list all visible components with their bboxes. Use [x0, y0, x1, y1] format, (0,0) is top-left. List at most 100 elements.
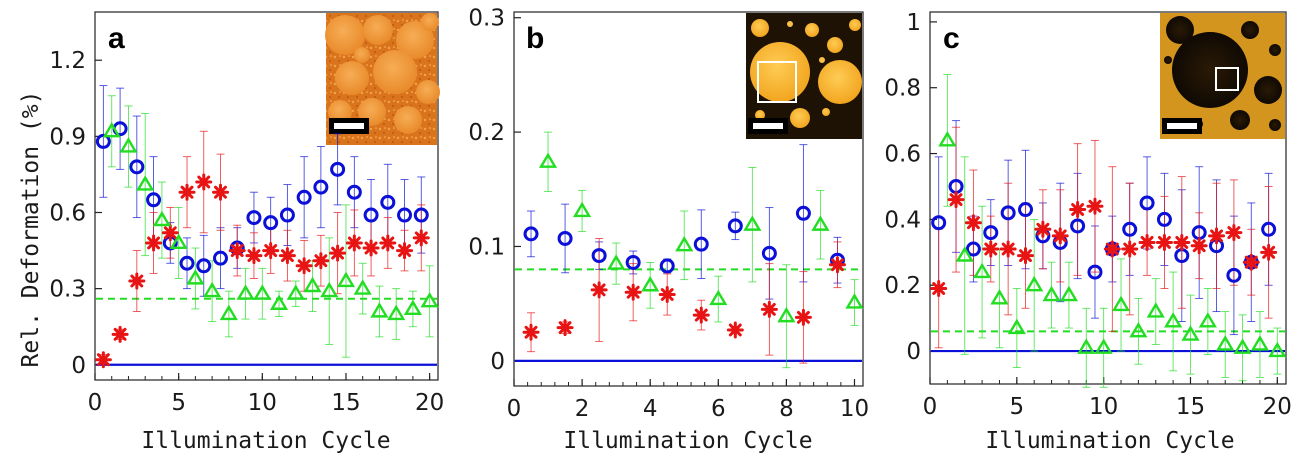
panel-b-y-tick-label: 0.3: [468, 6, 505, 32]
panel-b-blue-circle-point: [761, 245, 777, 261]
panel-a-green-triangle-point: [286, 284, 305, 300]
panel-c-blue-circle-point: [965, 241, 981, 257]
panel-a-x-tick-label: 15: [331, 390, 360, 416]
panel-a-red-asterisk-point: [278, 247, 296, 265]
panel-b-y-tick-label: 0: [490, 349, 505, 375]
panel-b-blue-circle-point: [625, 254, 641, 270]
panel-c-red-asterisk-point: [1017, 247, 1035, 265]
panel-a-y-tick-label: 0.9: [49, 124, 86, 150]
panel-a-y-tick-label: 1.2: [49, 48, 86, 74]
panel-b-red-asterisk-point: [726, 321, 744, 339]
panel-a-green-triangle-point: [203, 281, 222, 298]
panel-a-red-asterisk-point: [195, 173, 213, 191]
panel-a-blue-circle-point: [212, 250, 228, 266]
panel-a-green-triangle-point: [387, 304, 406, 321]
panel-a-blue-circle-point: [346, 184, 362, 200]
panel-a: a Illumination Cycle: [94, 11, 440, 454]
panel-c-y-tick-label: 0.4: [884, 207, 921, 233]
panel-a-green-triangle-point: [320, 281, 339, 298]
panel-c-red-asterisk-point: [1103, 240, 1121, 258]
y-axis-label: Rel. Deformation (%): [18, 91, 44, 368]
panel-c-green-triangle-point: [1233, 338, 1252, 354]
panel-a-red-asterisk-point: [396, 242, 414, 260]
panel-a-green-triangle-point: [219, 304, 238, 321]
panel-c-y-tick-label: 0.8: [884, 76, 921, 102]
panel-a-label: a: [108, 22, 125, 55]
panel-a-blue-circle-point: [296, 189, 312, 205]
panel-c-blue-circle-point: [1070, 218, 1086, 234]
panel-a-y-tick-label: 0: [71, 353, 86, 379]
panel-c-red-asterisk-point: [930, 280, 948, 298]
panel-a-green-triangle-point: [253, 284, 272, 300]
panel-c-red-asterisk-point: [999, 240, 1017, 258]
panel-a-blue-circle-point: [363, 207, 379, 223]
panel-c-red-asterisk-point: [1155, 233, 1173, 251]
panel-b-inset-image: [746, 13, 862, 139]
panel-a-red-asterisk-point: [111, 325, 129, 343]
panel-a-x-tick-label: 20: [415, 390, 444, 416]
panel-a-blue-circle-point: [330, 161, 346, 177]
panel-a-green-triangle-point: [269, 294, 289, 310]
panel-c-green-triangle-point: [1094, 338, 1113, 354]
panel-a-red-asterisk-point: [94, 351, 112, 369]
panel-c-red-asterisk-point: [1069, 201, 1087, 219]
panel-c-red-asterisk-point: [1260, 243, 1278, 261]
panel-c-red-asterisk-point: [982, 240, 1000, 258]
panel-b-blue-circle-point: [557, 230, 573, 246]
panel-a-red-asterisk-point: [245, 247, 263, 265]
panel-b-blue-circle-point: [659, 258, 675, 274]
panel-a-red-asterisk-point: [178, 183, 196, 201]
panel-c-blue-circle-point: [1087, 264, 1103, 280]
panel-b-green-triangle-point: [743, 215, 762, 231]
panel-b-x-tick-label: 2: [575, 396, 590, 422]
panel-c-x-tick-label: 0: [923, 394, 938, 420]
panel-c-green-triangle-point: [1007, 318, 1026, 335]
panel-a-red-asterisk-point: [412, 229, 430, 247]
panel-b-blue-circle-point: [523, 226, 539, 242]
panel-c-green-triangle-point: [1077, 338, 1096, 354]
panel-a-green-triangle-point: [303, 276, 322, 293]
panel-c-green-triangle-point: [1268, 341, 1287, 358]
panel-c-label: c: [943, 22, 960, 55]
panel-c-x-tick-label: 20: [1263, 394, 1292, 420]
panel-c-zoom-box: [1215, 67, 1239, 91]
panel-a-green-triangle-point: [102, 121, 121, 138]
panel-b-green-triangle-point: [811, 215, 830, 231]
panel-c-red-asterisk-point: [947, 191, 965, 209]
panel-c-blue-circle-point: [1226, 267, 1242, 283]
panel-a-red-asterisk-point: [295, 257, 313, 275]
panel-c-frame: [929, 11, 1287, 385]
panel-a-blue-circle-point: [397, 207, 413, 223]
panel-b-blue-circle-point: [693, 236, 709, 252]
panel-b-x-tick-label: 6: [711, 396, 726, 422]
panel-b-blue-circle-point: [591, 248, 607, 264]
panel-a-green-triangle-point: [186, 269, 205, 285]
panel-b-red-asterisk-point: [658, 286, 676, 304]
panel-b-green-triangle-point: [777, 306, 796, 323]
panel-b-red-asterisk-point: [760, 300, 778, 318]
panel-b-x-tick-label: 10: [840, 396, 869, 422]
panel-a-red-asterisk-point: [345, 234, 363, 252]
panel-b-red-asterisk-point: [794, 308, 812, 326]
panel-c-blue-circle-point: [1018, 202, 1034, 218]
panel-c-blue-circle-point: [1122, 221, 1138, 237]
panel-a-x-tick-label: 0: [88, 390, 103, 416]
panel-c-inset-image: [1160, 13, 1285, 139]
panel-b-x-axis-label: Illumination Cycle: [563, 428, 812, 454]
panel-c-red-asterisk-point: [1086, 197, 1104, 215]
panel-a-blue-circle-point: [95, 133, 111, 149]
panel-a-green-triangle-point: [403, 299, 423, 316]
panel-a-green-triangle-point: [169, 233, 188, 250]
panel-c: c Illumination Cycle: [929, 11, 1287, 454]
panel-c-green-triangle-point: [955, 246, 974, 262]
panel-a-green-triangle-point: [136, 175, 155, 191]
panel-c-green-triangle-point: [972, 262, 992, 279]
panel-a-y-tick-label: 0.3: [49, 277, 86, 303]
panel-b-zoom-box: [757, 61, 797, 103]
panel-b-red-asterisk-point: [522, 323, 540, 341]
panel-c-blue-circle-point: [1000, 205, 1016, 221]
panel-a-green-triangle-point: [370, 302, 389, 318]
panel-b-red-asterisk-point: [590, 281, 608, 299]
panel-a-red-asterisk-point: [329, 244, 347, 262]
panel-c-red-asterisk-point: [1138, 233, 1156, 251]
